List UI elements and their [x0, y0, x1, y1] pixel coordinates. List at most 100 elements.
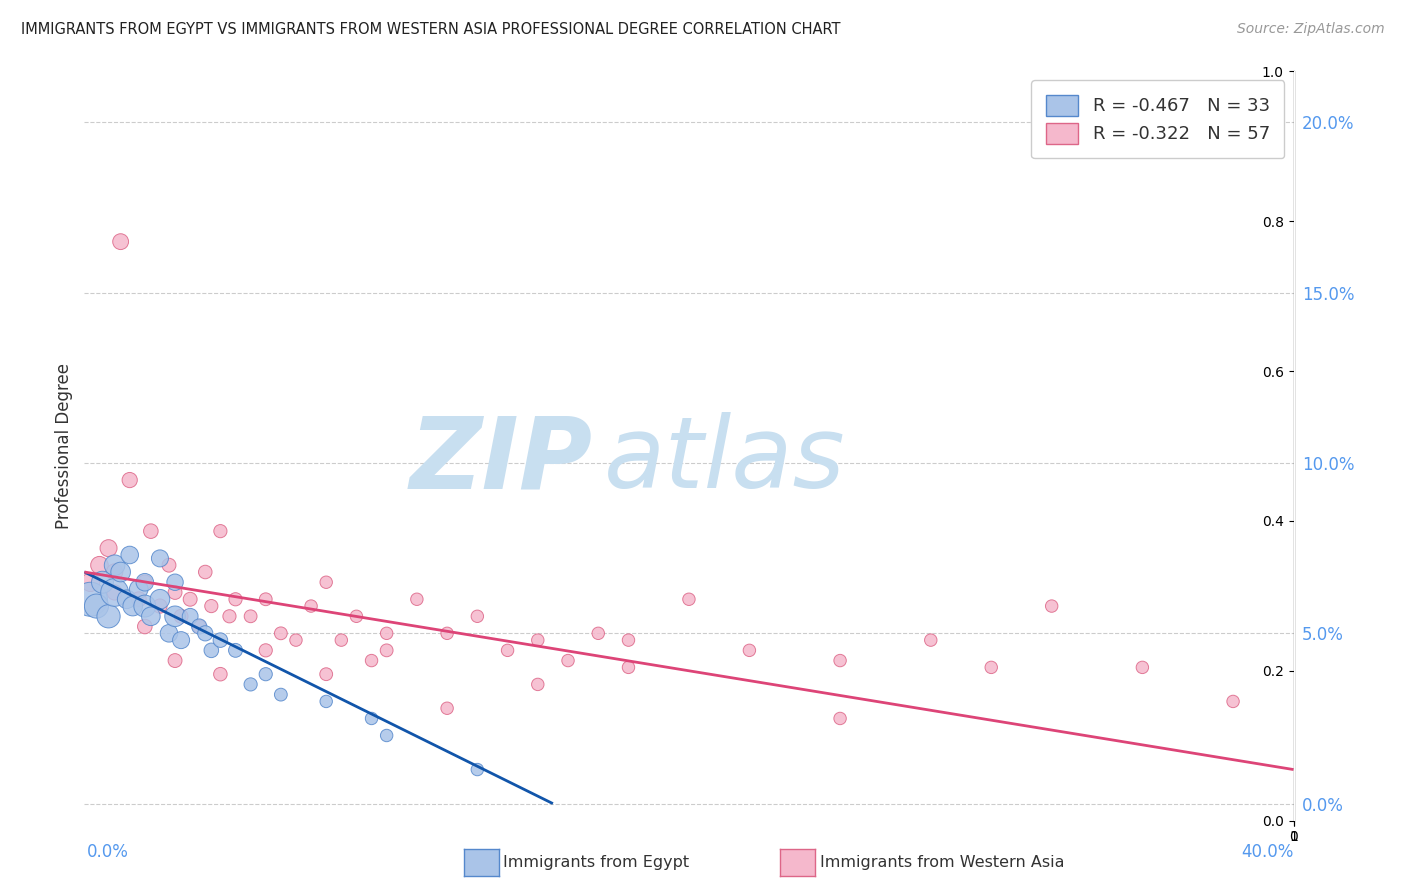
Point: [526, 633, 548, 648]
Point: [1040, 599, 1063, 613]
Point: [97, 541, 120, 556]
Y-axis label: Professional Degree: Professional Degree: [55, 363, 73, 529]
Point: [617, 633, 640, 648]
Point: [163, 609, 186, 624]
Point: [254, 667, 277, 681]
Text: 0.0%: 0.0%: [87, 843, 129, 861]
Point: [118, 473, 141, 487]
Point: [360, 654, 382, 668]
Point: [375, 643, 398, 657]
Point: [163, 575, 186, 590]
Point: [467, 763, 489, 777]
Point: [104, 565, 127, 579]
Point: [209, 524, 232, 538]
Point: [134, 619, 156, 633]
Point: [830, 654, 852, 668]
Legend: R = -0.467   N = 33, R = -0.322   N = 57: R = -0.467 N = 33, R = -0.322 N = 57: [1032, 80, 1285, 158]
Point: [149, 599, 172, 613]
Point: [315, 575, 337, 590]
Point: [239, 609, 262, 624]
Point: [375, 626, 398, 640]
Point: [315, 694, 337, 708]
Point: [360, 711, 382, 725]
Text: IMMIGRANTS FROM EGYPT VS IMMIGRANTS FROM WESTERN ASIA PROFESSIONAL DEGREE CORREL: IMMIGRANTS FROM EGYPT VS IMMIGRANTS FROM…: [21, 22, 841, 37]
Point: [270, 626, 292, 640]
Point: [170, 609, 193, 624]
Point: [406, 592, 429, 607]
Text: Immigrants from Western Asia: Immigrants from Western Asia: [820, 855, 1064, 870]
Point: [110, 235, 132, 249]
Point: [89, 558, 111, 573]
Point: [467, 609, 489, 624]
Point: [330, 633, 353, 648]
Point: [254, 592, 277, 607]
Point: [104, 585, 127, 599]
Text: Immigrants from Egypt: Immigrants from Egypt: [503, 855, 689, 870]
Point: [194, 565, 217, 579]
Point: [121, 599, 143, 613]
Text: ZIP: ZIP: [409, 412, 592, 509]
Point: [1222, 694, 1244, 708]
Point: [139, 524, 162, 538]
Point: [149, 592, 172, 607]
Point: [299, 599, 322, 613]
Point: [346, 609, 368, 624]
Point: [157, 626, 180, 640]
Point: [149, 551, 172, 566]
Point: [179, 592, 201, 607]
Point: [179, 609, 201, 624]
Point: [617, 660, 640, 674]
Point: [218, 609, 240, 624]
Point: [496, 643, 519, 657]
Point: [157, 558, 180, 573]
Point: [188, 619, 211, 633]
Point: [375, 729, 398, 743]
Point: [239, 677, 262, 691]
Point: [134, 575, 156, 590]
Point: [134, 575, 156, 590]
Point: [980, 660, 1002, 674]
Point: [738, 643, 761, 657]
Point: [170, 633, 193, 648]
Point: [436, 701, 458, 715]
Point: [1130, 660, 1153, 674]
Text: Source: ZipAtlas.com: Source: ZipAtlas.com: [1237, 22, 1385, 37]
Point: [315, 667, 337, 681]
Point: [270, 688, 292, 702]
Point: [225, 592, 247, 607]
Point: [104, 558, 127, 573]
Point: [284, 633, 308, 648]
Text: 40.0%: 40.0%: [1241, 843, 1294, 861]
Point: [79, 592, 101, 607]
Point: [526, 677, 548, 691]
Point: [86, 599, 108, 613]
Point: [194, 626, 217, 640]
Point: [588, 626, 610, 640]
Point: [163, 654, 186, 668]
Point: [139, 609, 162, 624]
Point: [254, 643, 277, 657]
Point: [163, 585, 186, 599]
Point: [436, 626, 458, 640]
Point: [115, 592, 138, 607]
Point: [128, 592, 150, 607]
Point: [200, 599, 222, 613]
Point: [91, 575, 114, 590]
Point: [128, 582, 150, 596]
Point: [110, 565, 132, 579]
Point: [79, 575, 101, 590]
Point: [118, 548, 141, 562]
Point: [104, 585, 127, 599]
Point: [830, 711, 852, 725]
Text: atlas: atlas: [605, 412, 846, 509]
Point: [678, 592, 700, 607]
Point: [134, 599, 156, 613]
Point: [557, 654, 579, 668]
Point: [188, 619, 211, 633]
Point: [209, 633, 232, 648]
Point: [920, 633, 942, 648]
Point: [97, 609, 120, 624]
Point: [209, 667, 232, 681]
Point: [200, 643, 222, 657]
Point: [225, 643, 247, 657]
